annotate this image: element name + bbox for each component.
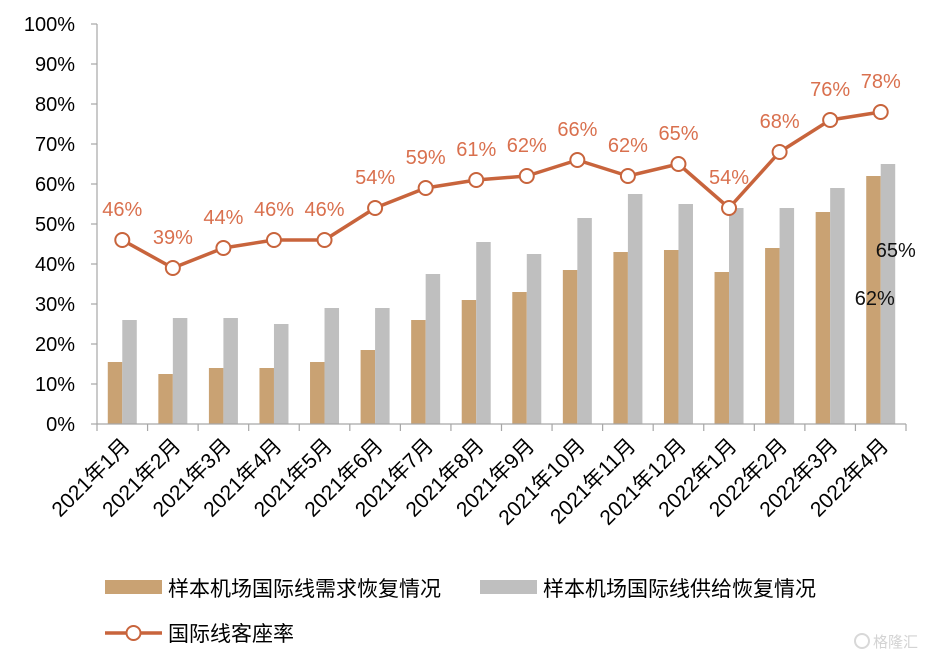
- load-factor-point: [417, 180, 434, 196]
- bar-demand-data-label: 62%: [855, 288, 895, 310]
- load-factor-point: [468, 172, 485, 188]
- bar-demand: [663, 250, 679, 424]
- bar-demand: [411, 320, 426, 424]
- load-factor-point: [822, 112, 839, 128]
- bar-demand: [815, 212, 831, 424]
- legend: 样本机场国际线需求恢复情况 样本机场国际线供给恢复情况 国际线客座率: [105, 578, 816, 646]
- load-factor-point: [114, 232, 131, 248]
- legend-label-supply: 样本机场国际线供给恢复情况: [543, 578, 816, 601]
- load-factor-line: [121, 110, 881, 270]
- bar-supply: [172, 318, 188, 424]
- bar-demand: [714, 272, 730, 424]
- bar-demand: [208, 368, 224, 424]
- y-tick-label: 60%: [35, 174, 75, 196]
- load-factor-data-label: 54%: [355, 167, 395, 189]
- bar-supply: [425, 274, 441, 424]
- bar-supply: [223, 318, 238, 424]
- load-factor-data-label: 62%: [608, 135, 648, 157]
- load-factor-data-label: 46%: [305, 199, 345, 221]
- load-factor-point: [215, 240, 232, 256]
- watermark-logo-icon: [854, 633, 870, 649]
- bar-supply: [779, 208, 795, 424]
- load-factor-point: [265, 232, 282, 248]
- bar-demand: [512, 292, 527, 424]
- bar-demand: [158, 374, 173, 424]
- bar-demand: [310, 362, 325, 424]
- load-factor-point: [164, 260, 181, 276]
- y-tick-label: 10%: [35, 374, 75, 396]
- bar-supply: [729, 208, 744, 424]
- y-tick-label: 100%: [24, 14, 75, 36]
- y-tick-label: 50%: [35, 214, 75, 236]
- load-factor-point: [518, 168, 535, 184]
- bar-supply: [880, 164, 896, 424]
- bar-supply: [375, 308, 390, 424]
- y-tick-label: 90%: [35, 54, 75, 76]
- bar-demand: [765, 248, 780, 424]
- legend-swatch-load-factor-marker: [125, 625, 142, 641]
- bar-demand: [107, 362, 123, 424]
- load-factor-data-label: 44%: [203, 207, 243, 229]
- load-factor-data-label: 76%: [810, 79, 850, 101]
- legend-swatch-demand: [105, 580, 162, 594]
- bar-supply: [476, 242, 491, 424]
- y-tick-label: 40%: [35, 254, 75, 276]
- plot-area: 0%10%20%30%40%50%60%70%80%90%100%2021年1月…: [24, 14, 916, 530]
- bar-supply: [678, 204, 693, 424]
- load-factor-data-label: 78%: [861, 71, 901, 93]
- load-factor-data-label: 65%: [658, 123, 698, 145]
- legend-label-demand: 样本机场国际线需求恢复情况: [168, 578, 441, 601]
- y-tick-label: 70%: [35, 134, 75, 156]
- bar-supply: [830, 188, 845, 424]
- load-factor-point: [872, 104, 889, 120]
- load-factor-data-label: 59%: [406, 147, 446, 169]
- load-factor-point: [670, 156, 687, 172]
- load-factor-data-label: 66%: [557, 119, 597, 141]
- bar-supply: [324, 308, 340, 424]
- y-tick-label: 20%: [35, 334, 75, 356]
- load-factor-data-label: 54%: [709, 167, 749, 189]
- load-factor-point: [721, 200, 738, 216]
- y-tick-label: 30%: [35, 294, 75, 316]
- bar-demand: [613, 252, 628, 424]
- load-factor-point: [619, 168, 636, 184]
- bar-demand: [461, 300, 477, 424]
- bar-supply: [122, 320, 137, 424]
- bar-supply: [577, 218, 592, 424]
- load-factor-data-label: 68%: [760, 111, 800, 133]
- load-factor-point: [771, 144, 788, 160]
- bar-demand: [259, 368, 274, 424]
- bar-supply: [526, 254, 542, 424]
- y-tick-label: 0%: [46, 414, 75, 436]
- bar-demand: [562, 270, 578, 424]
- load-factor-point: [569, 152, 586, 168]
- bar-demand: [360, 350, 376, 424]
- load-factor-point: [367, 200, 384, 216]
- load-factor-data-label: 46%: [254, 199, 294, 221]
- load-factor-data-label: 39%: [153, 227, 193, 249]
- legend-label-load-factor: 国际线客座率: [168, 623, 294, 646]
- watermark-text: 格隆汇: [873, 633, 918, 651]
- load-factor-data-label: 46%: [102, 199, 142, 221]
- bar-demand: [866, 176, 881, 424]
- y-tick-label: 80%: [35, 94, 75, 116]
- bar-supply: [627, 194, 643, 424]
- bar-supply: [273, 324, 289, 424]
- watermark-logo: 格隆汇: [854, 633, 918, 651]
- load-factor-data-label: 62%: [507, 135, 547, 157]
- load-factor-data-label: 61%: [456, 139, 496, 161]
- legend-swatch-supply: [480, 580, 537, 594]
- bar-supply-data-label: 65%: [876, 240, 916, 262]
- load-factor-point: [316, 232, 333, 248]
